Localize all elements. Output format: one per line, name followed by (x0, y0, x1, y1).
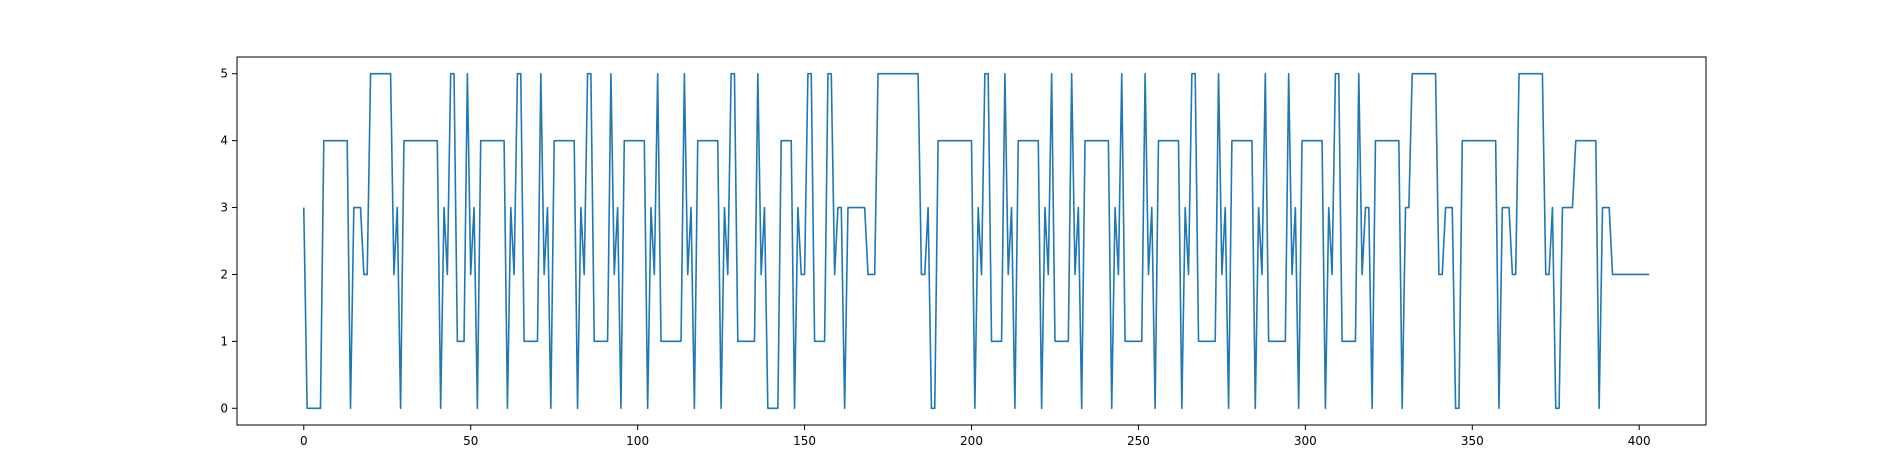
y-tick-label: 0 (220, 401, 228, 415)
y-tick-label: 2 (220, 267, 228, 281)
x-tick-label: 400 (1628, 434, 1651, 448)
x-tick-label: 200 (960, 434, 983, 448)
y-axis-ticks: 0 1 2 3 4 5 (220, 67, 237, 415)
x-tick-label: 350 (1461, 434, 1484, 448)
x-tick-label: 150 (793, 434, 816, 448)
axes-frame (236, 56, 1707, 426)
y-tick-label: 3 (220, 201, 228, 215)
x-tick-label: 50 (463, 434, 478, 448)
x-tick-label: 100 (626, 434, 649, 448)
y-tick-label: 5 (220, 67, 228, 81)
x-tick-label: 250 (1127, 434, 1150, 448)
x-tick-label: 0 (300, 434, 308, 448)
y-tick-label: 1 (220, 334, 228, 348)
x-axis-ticks: 0 50 100 150 200 250 300 350 400 (300, 425, 1651, 448)
series-layer (302, 72, 1650, 410)
series-line-0 (302, 72, 1650, 410)
y-tick-label: 4 (220, 134, 228, 148)
x-tick-label: 300 (1294, 434, 1317, 448)
